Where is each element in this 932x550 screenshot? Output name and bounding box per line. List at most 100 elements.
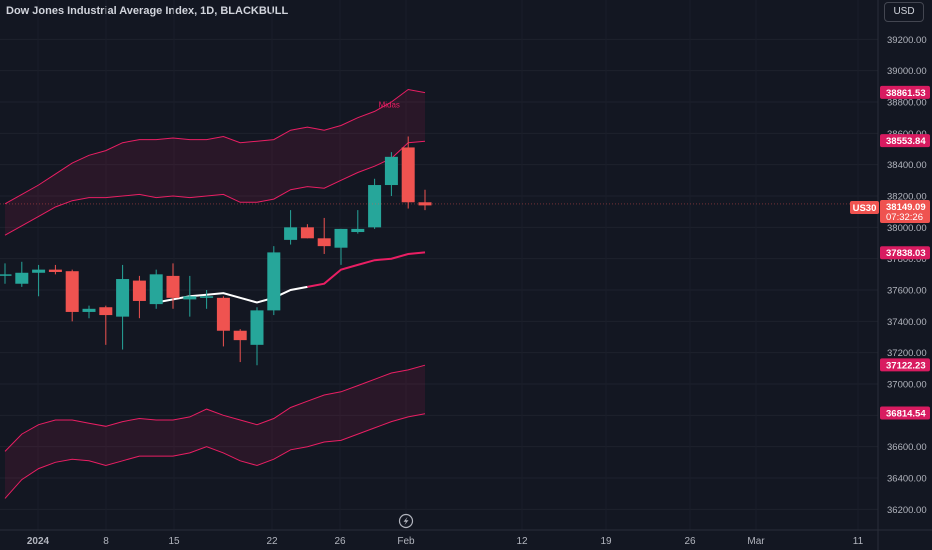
candle [116,264,130,350]
candle [15,261,29,287]
symbol-label: US30 [853,203,877,214]
candle [334,228,348,265]
level-tag: 38861.53 [880,85,930,99]
y-axis: 39200.0039000.0038800.0038600.0038400.00… [887,35,927,516]
candle [351,210,365,234]
candle [183,275,197,317]
x-tick-label: 11 [853,536,864,547]
y-tick-label: 38400.00 [887,160,927,171]
level-tag-bg [880,85,930,99]
candle-body [48,269,62,272]
y-tick-label: 39200.00 [887,35,927,46]
y-tick-label: 37600.00 [887,286,927,297]
candle-body [149,274,163,305]
level-tag-label: 37838.03 [886,248,926,259]
x-tick-label: Mar [747,536,765,547]
x-axis: 2024 8 15 22 26 Feb 12 19 26 Mar 11 [27,536,864,547]
lightning-icon[interactable] [398,513,414,529]
candle [82,305,96,319]
candle [233,329,247,363]
last-price-bg [880,200,930,223]
level-tag-bg [880,134,930,148]
candle [368,178,382,229]
level-tag-bg [880,406,930,420]
x-tick-label: 15 [168,536,180,547]
y-tick-label: 38200.00 [887,192,927,203]
candle-body [32,269,46,273]
level-tag: 37122.23 [880,358,930,372]
candle [418,189,432,211]
candle [149,269,163,309]
lower-inner-line [4,413,426,499]
candle [132,275,146,319]
level-tag: 36814.54 [880,406,930,420]
level-labels: 38861.53 38553.84 37838.03 37122.23 36814.54 [880,85,930,420]
candle-body [116,279,130,317]
x-tick-label: 26 [334,536,346,547]
upper-outer-line [4,88,426,205]
candle-body [267,252,281,311]
candle [317,217,331,254]
last-price-value: 38149.09 [886,202,926,213]
level-tag-bg [880,246,930,260]
candle-body [300,227,314,239]
x-tick-label: 19 [600,536,612,547]
level-tag: 38553.84 [880,134,930,148]
currency-button[interactable]: USD [884,2,924,22]
y-tick-label: 38800.00 [887,98,927,109]
candle-body [132,280,146,301]
candle [65,269,79,322]
last-price-tag: 38149.09 07:32:26 [880,200,930,223]
candle-body [334,228,348,248]
y-tick-label: 36400.00 [887,474,927,485]
candle [200,290,214,309]
candle-body [0,274,12,276]
lower-band-fill [5,365,425,499]
candle [384,152,398,196]
candle [0,263,12,284]
y-tick-label: 39000.00 [887,66,927,77]
candle-body [418,202,432,206]
level-tag-bg [880,358,930,372]
candle-body [233,330,247,341]
level-tag-label: 37122.23 [886,360,926,371]
candle-body [284,227,298,240]
chart-title: Dow Jones Industrial Average Index, 1D, … [6,5,289,17]
candle [267,246,281,316]
level-tag-label: 38861.53 [886,88,926,99]
symbol-tag-bg [850,201,879,214]
symbol-tag: US30 [850,201,879,214]
candle-body [317,238,331,247]
x-tick-label: 22 [266,536,278,547]
level-tag: 37838.03 [880,246,930,260]
y-tick-label: 37400.00 [887,317,927,328]
x-tick-label: 12 [516,536,528,547]
anchored-line-pink [307,251,426,288]
y-tick-label: 37000.00 [887,380,927,391]
candle-body [200,296,214,298]
candle [32,264,46,297]
x-tick-label: 2024 [27,536,50,547]
candle [48,264,62,275]
level-tag-label: 38553.84 [886,136,926,147]
x-tick-label: 8 [103,536,109,547]
y-tick-label: 36600.00 [887,442,927,453]
anchored-line-white [156,285,308,304]
candle-body [183,296,197,300]
candle-body [384,156,398,186]
candle-body [65,271,79,312]
candle-body [368,185,382,228]
midas-label: Midas [379,100,400,109]
countdown-value: 07:32:26 [886,212,923,223]
candle-body [166,275,180,298]
upper-inner-line [4,140,426,236]
upper-band-fill [5,89,425,236]
candle-body [216,297,230,331]
candle-body [351,228,365,233]
candle-body [99,307,113,316]
candle [250,307,264,366]
candle-body [401,147,415,203]
candle [216,296,230,347]
candle [99,305,113,345]
